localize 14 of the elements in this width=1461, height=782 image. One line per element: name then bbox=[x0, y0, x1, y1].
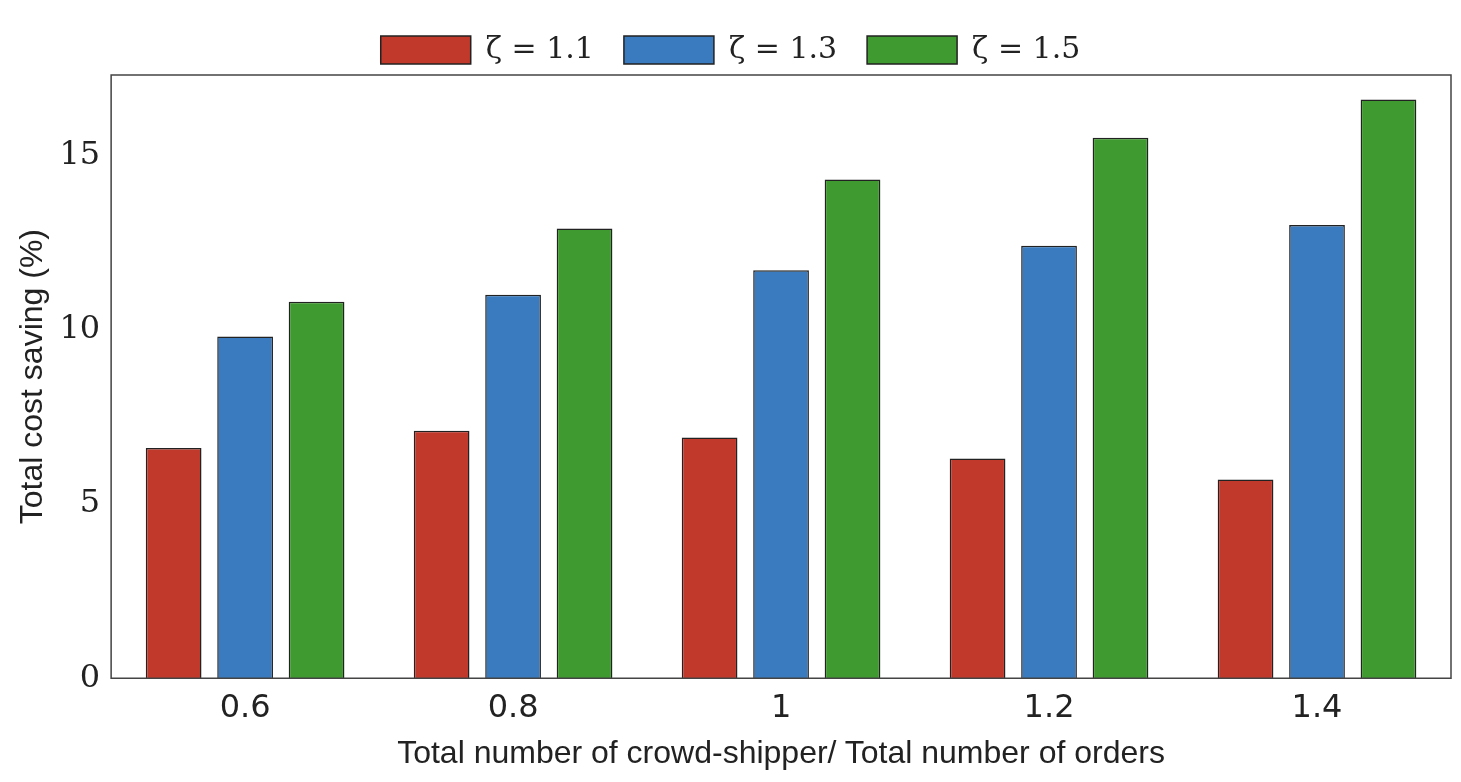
y-axis-title: Total cost saving (%) bbox=[13, 228, 50, 525]
legend-label: ζ = 1.3 bbox=[728, 29, 838, 65]
x-tick-label: 1 bbox=[770, 686, 792, 725]
x-tick-label: 0.8 bbox=[487, 686, 539, 725]
x-axis-title: Total number of crowd-shipper/ Total number of orders bbox=[397, 733, 1165, 770]
legend-label: ζ = 1.5 bbox=[972, 29, 1081, 65]
x-tick-label: 1.2 bbox=[1023, 686, 1075, 725]
x-tick-label: 1.4 bbox=[1291, 686, 1343, 725]
y-tick-label: 10 bbox=[59, 307, 101, 346]
legend-label: ζ = 1.1 bbox=[485, 29, 594, 65]
x-tick-label: 0.6 bbox=[219, 686, 271, 725]
y-tick-label: 15 bbox=[59, 133, 101, 172]
y-tick-label: 5 bbox=[79, 482, 101, 521]
y-tick-label: 0 bbox=[79, 656, 101, 695]
